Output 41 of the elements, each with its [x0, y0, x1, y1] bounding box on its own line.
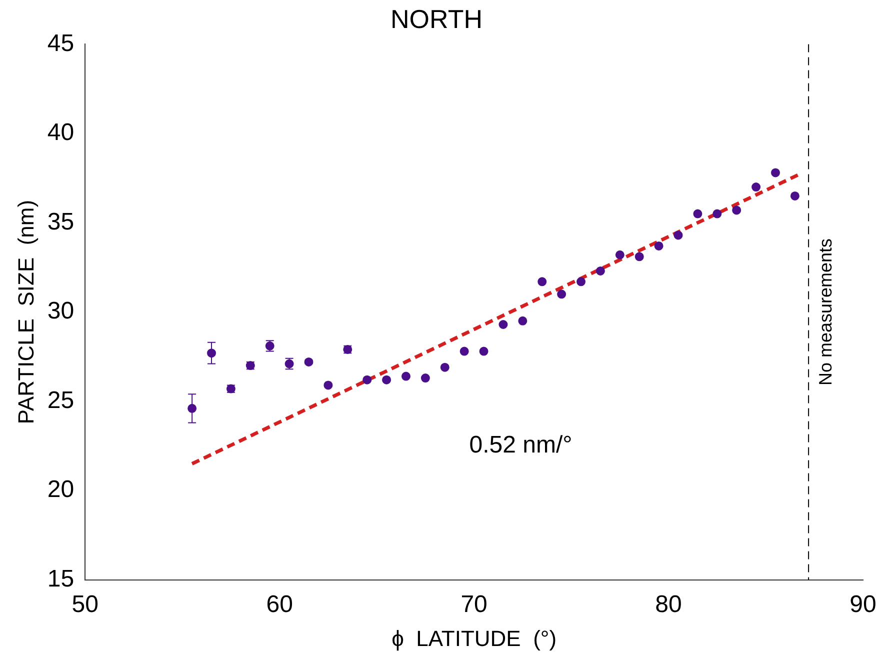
point	[440, 362, 450, 372]
point	[479, 346, 488, 356]
y-axis-title: PARTICLE SIZE (nm)	[13, 200, 38, 424]
y-tick-label: 15	[47, 565, 74, 592]
y-tick-label: 35	[47, 208, 74, 236]
point	[770, 168, 780, 178]
point	[362, 375, 372, 384]
ref-line-label: No measurements	[816, 238, 836, 386]
y-tick-label: 20	[47, 476, 74, 504]
point	[654, 241, 664, 250]
point	[518, 316, 528, 326]
point	[596, 266, 605, 276]
x-tick-label: 50	[72, 590, 98, 618]
chart-title: NORTH	[390, 4, 482, 34]
point	[712, 209, 722, 218]
x-tick-label: 90	[850, 590, 876, 618]
point	[401, 372, 410, 381]
y-tick-label: 40	[47, 119, 74, 146]
x-axis-title: ϕ LATITUDE (°)	[392, 626, 557, 651]
point	[557, 290, 566, 299]
y-tick-label: 45	[47, 30, 74, 57]
point	[460, 346, 469, 356]
point	[538, 277, 547, 286]
point	[752, 182, 761, 192]
point	[634, 252, 644, 262]
point	[790, 191, 800, 200]
point	[732, 206, 742, 215]
point	[382, 375, 392, 384]
point	[615, 250, 624, 260]
point	[498, 320, 508, 329]
point	[693, 209, 702, 218]
point	[420, 374, 430, 383]
point	[576, 277, 586, 286]
x-tick-label: 60	[266, 590, 293, 618]
point	[674, 230, 683, 240]
x-tick-label: 80	[655, 590, 682, 618]
y-tick-label: 30	[47, 298, 74, 325]
annotation: 0.52 nm/°	[469, 432, 572, 459]
y-tick-label: 25	[47, 386, 74, 414]
x-tick-label: 70	[460, 590, 488, 618]
point	[324, 380, 333, 390]
